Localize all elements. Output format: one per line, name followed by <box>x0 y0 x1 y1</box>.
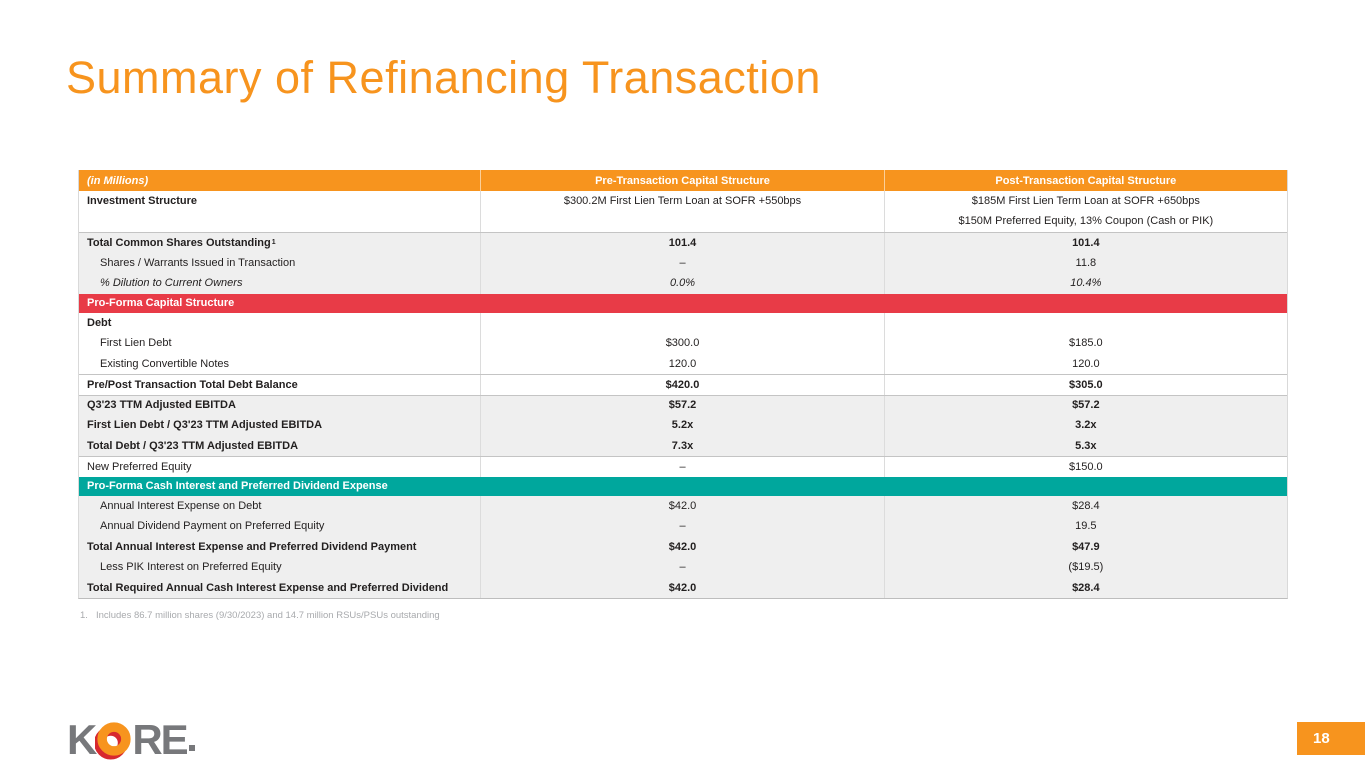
table-row: First Lien Debt $300.0 $185.0 <box>79 333 1287 354</box>
table-row: % Dilution to Current Owners 0.0% 10.4% <box>79 273 1287 294</box>
post-value-line2: $150M Preferred Equity, 13% Coupon (Cash… <box>958 215 1214 227</box>
page-title: Summary of Refinancing Transaction <box>66 52 821 103</box>
logo-period <box>188 745 195 751</box>
kore-logo: K RE <box>67 716 195 763</box>
table-row: New Preferred Equity – $150.0 <box>79 456 1287 477</box>
table-row: Investment Structure $300.2M First Lien … <box>79 191 1287 232</box>
capital-structure-table: (in Millions) Pre-Transaction Capital St… <box>78 170 1288 599</box>
table-row: Annual Dividend Payment on Preferred Equ… <box>79 516 1287 537</box>
table-row: Pre/Post Transaction Total Debt Balance … <box>79 374 1287 395</box>
logo-letter-k: K <box>67 716 97 763</box>
table-row: Total Required Annual Cash Interest Expe… <box>79 577 1287 598</box>
table-row: Existing Convertible Notes 120.0 120.0 <box>79 353 1287 374</box>
table-row: Annual Interest Expense on Debt $42.0 $2… <box>79 495 1287 516</box>
section-banner-pro-forma-capital: Pro-Forma Capital Structure <box>79 293 1287 313</box>
footnote-text: Includes 86.7 million shares (9/30/2023)… <box>95 610 440 621</box>
page-number-badge: 18 <box>1297 722 1365 755</box>
table-row: Q3'23 TTM Adjusted EBITDA $57.2 $57.2 <box>79 394 1287 415</box>
table-row: Shares / Warrants Issued in Transaction … <box>79 252 1287 273</box>
header-post-transaction: Post-Transaction Capital Structure <box>883 170 1287 191</box>
table-row: Total Debt / Q3'23 TTM Adjusted EBITDA 7… <box>79 435 1287 456</box>
table-row: Total Annual Interest Expense and Prefer… <box>79 536 1287 557</box>
header-in-millions: (in Millions) <box>87 174 149 187</box>
header-pre-transaction: Pre-Transaction Capital Structure <box>480 170 883 191</box>
footnote: 1. Includes 86.7 million shares (9/30/20… <box>80 610 440 621</box>
logo-o-icon <box>95 722 131 760</box>
logo-letters-re: RE <box>132 716 188 763</box>
section-banner-pro-forma-cash-interest: Pro-Forma Cash Interest and Preferred Di… <box>79 476 1287 496</box>
table-row: Less PIK Interest on Preferred Equity – … <box>79 557 1287 578</box>
table-row: Total Common Shares Outstanding 1 101.4 1… <box>79 232 1287 253</box>
post-value-line1: $185M First Lien Term Loan at SOFR +650b… <box>971 195 1200 207</box>
page-number: 18 <box>1313 730 1330 747</box>
footnote-number: 1. <box>80 610 88 621</box>
table-header-row: (in Millions) Pre-Transaction Capital St… <box>79 170 1287 191</box>
table-row: First Lien Debt / Q3'23 TTM Adjusted EBI… <box>79 415 1287 436</box>
table-row: Debt <box>79 312 1287 333</box>
